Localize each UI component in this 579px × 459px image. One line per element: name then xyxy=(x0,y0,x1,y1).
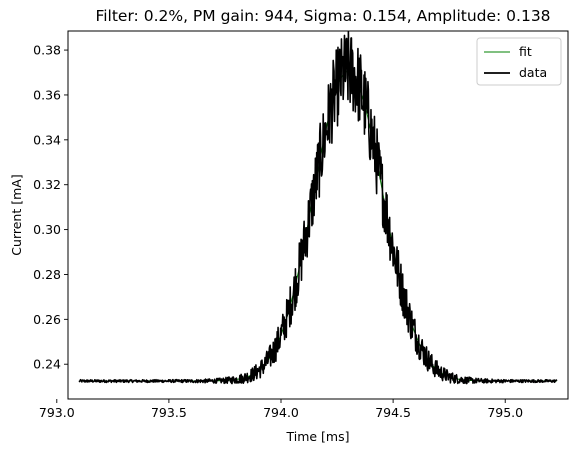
y-tick-label: 0.26 xyxy=(33,312,61,327)
series-line-data xyxy=(78,31,558,385)
x-axis-label: Time [ms] xyxy=(285,429,349,444)
x-tick-label: 793.5 xyxy=(151,405,187,420)
x-axis: 793.0 793.5 794.0 794.5 795.0 xyxy=(39,399,523,420)
y-tick-label: 0.32 xyxy=(33,177,61,192)
y-tick-label: 0.38 xyxy=(33,43,61,58)
x-tick-label: 795.0 xyxy=(487,405,523,420)
y-tick-label: 0.30 xyxy=(33,222,61,237)
y-tick-label: 0.28 xyxy=(33,267,61,282)
y-tick-label: 0.34 xyxy=(33,132,61,147)
plot-area xyxy=(78,31,558,385)
x-tick-label: 794.5 xyxy=(375,405,411,420)
legend-label-fit: fit xyxy=(519,44,532,59)
x-tick-label: 793.0 xyxy=(39,405,75,420)
legend-label-data: data xyxy=(519,65,547,80)
y-axis: 0.24 0.26 0.28 0.30 0.32 0.34 0.36 0.38 xyxy=(33,43,68,372)
y-tick-label: 0.24 xyxy=(33,357,61,372)
plot-frame xyxy=(67,30,569,400)
y-axis-label: Current [mA] xyxy=(9,174,24,255)
x-tick-label: 794.0 xyxy=(263,405,299,420)
chart-title: Filter: 0.2%, PM gain: 944, Sigma: 0.154… xyxy=(95,7,550,25)
legend: fit data xyxy=(476,37,562,86)
y-tick-label: 0.36 xyxy=(33,87,61,102)
